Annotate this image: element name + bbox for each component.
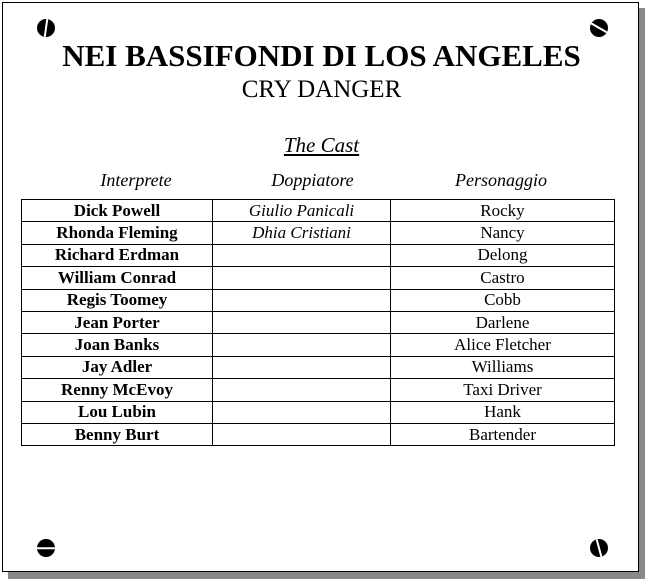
screw-icon xyxy=(37,19,55,37)
table-row: Dick Powell Giulio Panicali Rocky xyxy=(21,198,615,223)
screw-icon xyxy=(590,539,608,557)
table-row: Joan Banks Alice Fletcher xyxy=(21,333,615,357)
character-cell: Nancy xyxy=(390,221,615,245)
dubber-cell: Giulio Panicali xyxy=(212,198,391,223)
table-row: Jean Porter Darlene xyxy=(21,310,615,335)
dubber-cell xyxy=(212,378,391,402)
actor-cell: Renny McEvoy xyxy=(21,378,213,402)
table-row: Regis Toomey Cobb xyxy=(21,288,615,312)
actor-cell: Rhonda Fleming xyxy=(21,221,213,245)
dubber-cell xyxy=(212,310,391,335)
screw-icon xyxy=(590,19,608,37)
character-cell: Cobb xyxy=(390,288,615,312)
actor-cell: Jean Porter xyxy=(21,310,213,335)
character-cell: Bartender xyxy=(390,422,615,447)
table-row: Benny Burt Bartender xyxy=(21,422,615,447)
dubber-cell xyxy=(212,400,391,424)
page-subtitle: CRY DANGER xyxy=(241,76,402,103)
cast-table: Dick Powell Giulio Panicali Rocky Rhonda Fl… xyxy=(21,198,615,447)
table-row: Jay Adler Williams xyxy=(21,355,615,380)
table-row: William Conrad Castro xyxy=(21,266,615,290)
column-header-actor: Interprete xyxy=(100,170,172,190)
actor-cell: Richard Erdman xyxy=(21,243,213,268)
character-cell: Delong xyxy=(390,243,615,268)
plaque: NEI BASSIFONDI DI LOS ANGELES CRY DANGER… xyxy=(2,2,639,572)
character-cell: Castro xyxy=(390,266,615,290)
character-cell: Williams xyxy=(390,355,615,380)
table-row: Renny McEvoy Taxi Driver xyxy=(21,378,615,402)
character-cell: Taxi Driver xyxy=(390,378,615,402)
actor-cell: Joan Banks xyxy=(21,333,213,357)
dubber-cell xyxy=(212,355,391,380)
actor-cell: Jay Adler xyxy=(21,355,213,380)
column-header-dubber: Doppiatore xyxy=(271,170,354,190)
character-cell: Darlene xyxy=(390,310,615,335)
actor-cell: Lou Lubin xyxy=(21,400,213,424)
actor-cell: William Conrad xyxy=(21,266,213,290)
actor-cell: Regis Toomey xyxy=(21,288,213,312)
column-header-character: Personaggio xyxy=(455,170,547,190)
character-cell: Alice Fletcher xyxy=(390,333,615,357)
section-title: The Cast xyxy=(283,133,360,157)
table-row: Richard Erdman Delong xyxy=(21,243,615,268)
actor-cell: Benny Burt xyxy=(21,422,213,447)
dubber-cell xyxy=(212,243,391,268)
screw-icon xyxy=(37,539,55,557)
table-row: Rhonda Fleming Dhia Cristiani Nancy xyxy=(21,221,615,245)
dubber-cell: Dhia Cristiani xyxy=(212,221,391,245)
dubber-cell xyxy=(212,266,391,290)
table-row: Lou Lubin Hank xyxy=(21,400,615,424)
page-title: NEI BASSIFONDI DI LOS ANGELES xyxy=(62,38,581,73)
actor-cell: Dick Powell xyxy=(21,198,213,223)
character-cell: Hank xyxy=(390,400,615,424)
dubber-cell xyxy=(212,422,391,447)
dubber-cell xyxy=(212,333,391,357)
dubber-cell xyxy=(212,288,391,312)
character-cell: Rocky xyxy=(390,198,615,223)
